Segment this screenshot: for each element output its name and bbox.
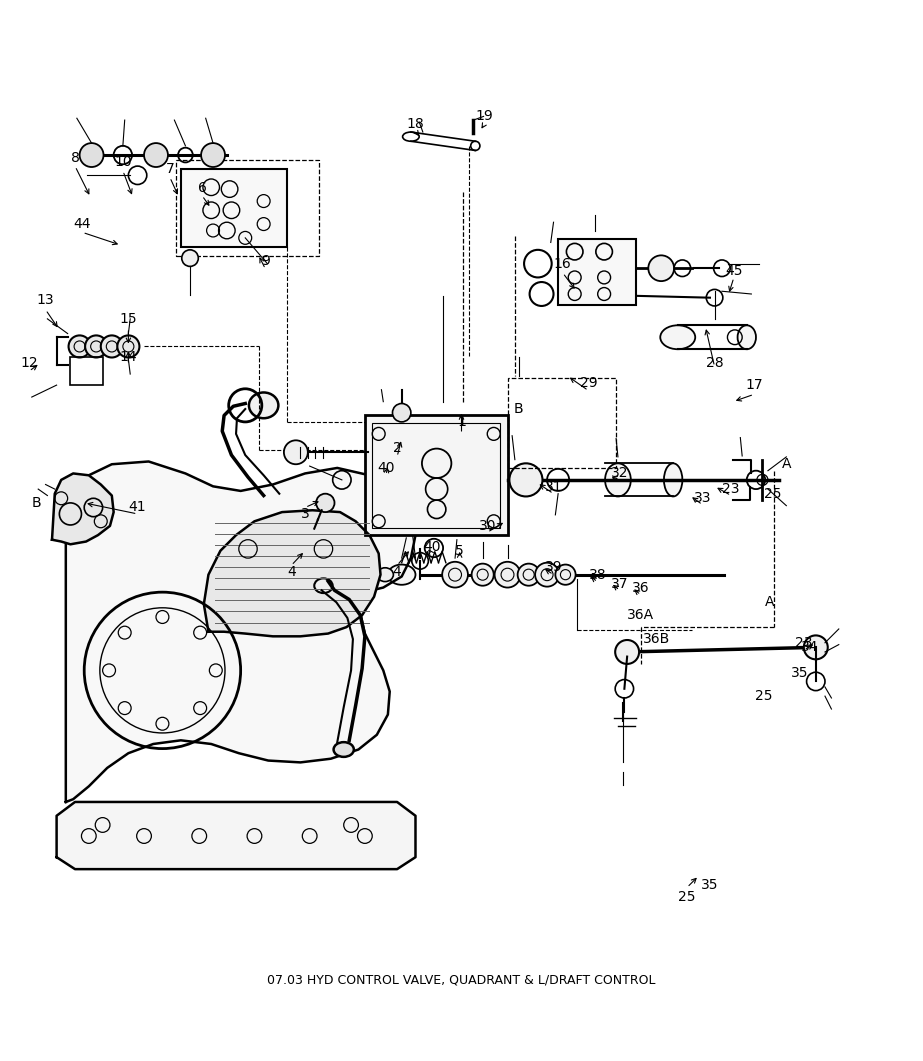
Ellipse shape: [660, 326, 695, 349]
Circle shape: [535, 562, 559, 587]
Text: 1: 1: [457, 415, 466, 429]
Polygon shape: [56, 802, 415, 869]
Polygon shape: [204, 510, 380, 637]
Text: 12: 12: [20, 356, 38, 370]
Text: 7: 7: [165, 162, 174, 176]
Text: 14: 14: [120, 350, 138, 365]
Text: 34: 34: [800, 641, 818, 655]
Ellipse shape: [388, 564, 415, 585]
Text: 13: 13: [37, 294, 54, 308]
Text: 35: 35: [701, 877, 719, 892]
Ellipse shape: [314, 578, 332, 593]
Circle shape: [392, 403, 411, 422]
Ellipse shape: [737, 326, 756, 349]
Text: 07.03 HYD CONTROL VALVE, QUADRANT & L/DRAFT CONTROL: 07.03 HYD CONTROL VALVE, QUADRANT & L/DR…: [268, 973, 655, 986]
Text: 6: 6: [198, 181, 207, 195]
Circle shape: [518, 563, 540, 586]
Text: 39: 39: [545, 560, 562, 574]
Text: 23: 23: [723, 482, 740, 497]
Circle shape: [201, 143, 225, 167]
Text: 41: 41: [129, 501, 147, 515]
Circle shape: [648, 256, 674, 281]
Circle shape: [284, 440, 308, 465]
Text: 45: 45: [725, 264, 743, 278]
Text: 36B: 36B: [643, 632, 670, 646]
Bar: [558, 239, 636, 306]
Text: 25: 25: [755, 690, 772, 703]
Text: 9: 9: [261, 254, 270, 267]
Text: 16: 16: [554, 257, 571, 271]
Text: 30: 30: [478, 519, 496, 533]
Text: 35: 35: [791, 666, 809, 680]
Circle shape: [615, 640, 639, 664]
Text: 23: 23: [795, 636, 812, 649]
Text: 19: 19: [475, 109, 494, 123]
Text: 31: 31: [545, 481, 562, 494]
Circle shape: [79, 143, 103, 167]
Text: 2: 2: [392, 440, 402, 455]
Text: 38: 38: [589, 568, 606, 581]
Text: 25: 25: [764, 487, 781, 501]
Circle shape: [316, 493, 334, 512]
Text: 37: 37: [611, 577, 629, 591]
Circle shape: [804, 636, 828, 659]
Circle shape: [85, 335, 107, 358]
Text: A: A: [782, 457, 791, 471]
Text: 10: 10: [114, 155, 132, 170]
Ellipse shape: [249, 393, 279, 418]
Text: 36A: 36A: [628, 608, 654, 622]
Polygon shape: [52, 473, 114, 544]
Bar: [70, 358, 102, 385]
Text: B: B: [31, 495, 42, 510]
Polygon shape: [66, 462, 415, 802]
Text: 17: 17: [745, 378, 763, 393]
Circle shape: [68, 335, 90, 358]
Bar: [365, 416, 508, 535]
Text: B: B: [514, 402, 523, 416]
Bar: [176, 159, 318, 257]
Text: A: A: [765, 595, 774, 609]
Circle shape: [509, 464, 543, 497]
Text: 32: 32: [611, 466, 629, 480]
Circle shape: [101, 335, 123, 358]
Ellipse shape: [377, 568, 393, 581]
Text: 3: 3: [301, 507, 309, 521]
Circle shape: [144, 143, 168, 167]
Text: 40: 40: [424, 540, 441, 554]
Text: 4: 4: [287, 564, 295, 579]
Text: 4: 4: [392, 564, 402, 579]
Text: 5: 5: [455, 543, 464, 558]
Circle shape: [117, 335, 139, 358]
Circle shape: [556, 564, 576, 585]
Text: 33: 33: [694, 491, 712, 505]
Circle shape: [442, 561, 468, 588]
Ellipse shape: [605, 464, 630, 497]
Text: 8: 8: [70, 151, 79, 164]
Ellipse shape: [664, 464, 682, 497]
Circle shape: [495, 561, 521, 588]
Text: 29: 29: [580, 377, 597, 390]
Text: 44: 44: [74, 218, 91, 231]
Ellipse shape: [333, 742, 354, 756]
Bar: [508, 378, 616, 468]
Circle shape: [472, 563, 494, 586]
Circle shape: [182, 249, 198, 266]
Bar: [181, 169, 287, 247]
Text: 40: 40: [378, 460, 395, 475]
Text: 36: 36: [632, 581, 650, 595]
Text: 28: 28: [706, 356, 724, 370]
Bar: [372, 423, 500, 527]
Text: 18: 18: [407, 117, 425, 131]
Text: 15: 15: [120, 312, 138, 326]
Text: 25: 25: [678, 890, 696, 904]
